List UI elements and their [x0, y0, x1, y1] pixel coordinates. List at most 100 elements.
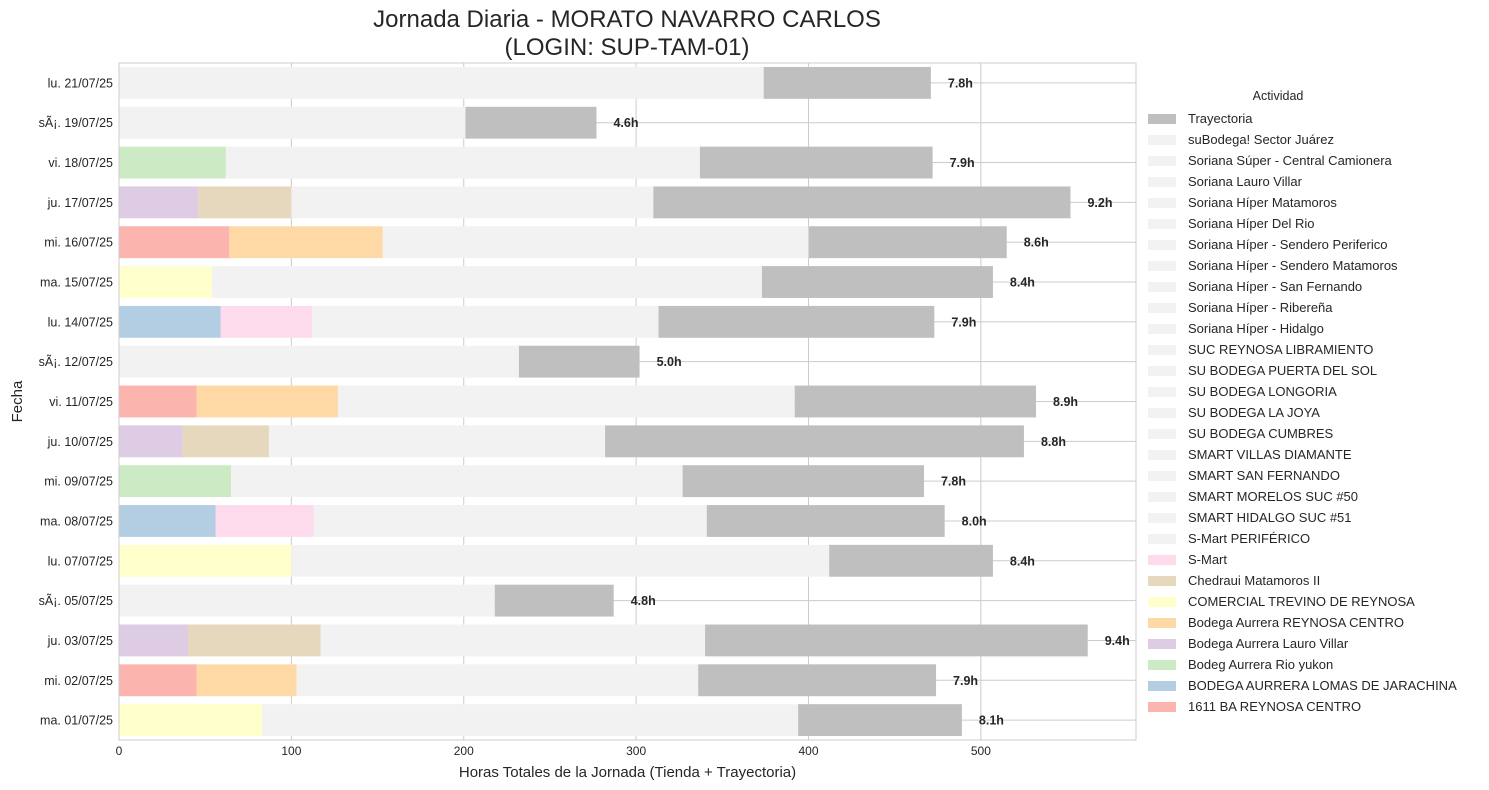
x-tick-label: 500 [971, 744, 991, 758]
bar-segment [829, 544, 993, 577]
x-tick-label: 100 [281, 744, 301, 758]
legend-item: Chedraui Matamoros II [1143, 570, 1483, 591]
bar-segment [215, 505, 314, 537]
bar-segment [494, 584, 614, 617]
legend-swatch [1148, 197, 1176, 208]
legend-label: SU BODEGA LONGORIA [1188, 384, 1337, 399]
chart-title-line1: Jornada Diaria - MORATO NAVARRO CARLOS [373, 6, 881, 33]
legend-swatch [1148, 617, 1176, 628]
bar-segment [119, 385, 197, 418]
bar-segment [182, 425, 269, 458]
legend-label: Soriana Híper - San Fernando [1188, 279, 1363, 294]
bar-segment [119, 186, 199, 219]
bar-segment [119, 584, 495, 617]
y-tick-label: sÃ¡. 19/07/25 [39, 116, 113, 130]
bar-segment [313, 505, 707, 537]
bar-value-label: 4.8h [631, 594, 656, 608]
legend-item: Bodega Aurrera Lauro Villar [1143, 633, 1483, 654]
plot-frame [118, 62, 1137, 741]
legend-item: SU BODEGA LA JOYA [1143, 402, 1483, 423]
bar-segment [465, 106, 597, 139]
bar-segment [262, 704, 799, 737]
bar-segment [212, 266, 762, 298]
legend-swatch [1148, 659, 1176, 670]
legend-swatch [1148, 554, 1176, 565]
legend-item: Soriana Híper - Sendero Matamoros [1143, 255, 1483, 276]
legend-label: COMERCIAL TREVINO DE REYNOSA [1188, 594, 1415, 609]
bar-segment [119, 624, 188, 657]
bar-value-label: 8.4h [1010, 276, 1035, 290]
x-tick-labels: 0 100 200 300 400 500 [116, 744, 992, 758]
legend-label: SU BODEGA PUERTA DEL SOL [1188, 363, 1378, 378]
legend-item: SU BODEGA LONGORIA [1143, 381, 1483, 402]
legend-item: Soriana Híper - Hidalgo [1143, 318, 1483, 339]
bar-segment [698, 664, 937, 697]
bar-segment [605, 425, 1024, 458]
legend-label: Chedraui Matamoros II [1188, 573, 1321, 588]
bar-value-label: 4.6h [613, 116, 638, 130]
bar-segment [119, 345, 519, 378]
bar-value-label: 8.4h [1010, 554, 1035, 568]
legend-label: Bodega Aurrera Lauro Villar [1188, 636, 1349, 651]
bar-segment [119, 544, 292, 577]
bar-value-label: 7.9h [951, 315, 976, 329]
legend-swatch [1148, 638, 1176, 649]
legend-label: SUC REYNOSA LIBRAMIENTO [1188, 342, 1374, 357]
bars [119, 66, 1088, 737]
legend-swatch [1148, 680, 1176, 691]
legend-item: SUC REYNOSA LIBRAMIENTO [1143, 339, 1483, 360]
x-axis-label: Horas Totales de la Jornada (Tienda + Tr… [459, 764, 796, 781]
legend-swatch [1148, 428, 1176, 439]
bar-segment [196, 385, 338, 418]
legend-label: Bodega Aurrera REYNOSA CENTRO [1188, 615, 1405, 630]
legend-item: SMART HIDALGO SUC #51 [1143, 507, 1483, 528]
legend-label: Soriana Híper Del Rio [1188, 216, 1315, 231]
legend-swatch [1148, 134, 1176, 145]
legend-swatch [1148, 533, 1176, 544]
legend-label: S-Mart PERIFÉRICO [1188, 531, 1311, 546]
y-tick-label: sÃ¡. 05/07/25 [39, 594, 113, 608]
bar-segment [320, 624, 706, 657]
bar-segment [291, 544, 830, 577]
bar-value-label: 7.9h [950, 156, 975, 170]
bar-segment [682, 465, 924, 498]
bar-value-label: 9.2h [1087, 196, 1112, 210]
legend-label: Soriana Súper - Central Camionera [1188, 153, 1392, 168]
bar-segment [119, 266, 213, 298]
legend-swatch [1148, 449, 1176, 460]
legend-swatch [1148, 239, 1176, 250]
legend-label: Soriana Híper - Hidalgo [1188, 321, 1324, 336]
chart-title: Jornada Diaria - MORATO NAVARRO CARLOS (… [0, 6, 1254, 62]
legend-swatch [1148, 491, 1176, 502]
x-tick-label: 200 [454, 744, 474, 758]
y-tick-label: lu. 07/07/25 [48, 554, 113, 568]
legend-label: SMART SAN FERNANDO [1188, 468, 1340, 483]
bar-segment [296, 664, 699, 697]
legend-label: SMART MORELOS SUC #50 [1188, 489, 1359, 504]
legend-item: suBodega! Sector Juárez [1143, 129, 1483, 150]
bar-value-label: 7.8h [948, 76, 973, 90]
legend-label: BODEGA AURRERA LOMAS DE JARACHINA [1188, 678, 1457, 693]
legend-label: Soriana Híper - Sendero Matamoros [1188, 258, 1398, 273]
legend-item: SU BODEGA PUERTA DEL SOL [1143, 360, 1483, 381]
legend-swatch [1148, 260, 1176, 271]
legend-label: SMART VILLAS DIAMANTE [1188, 447, 1352, 462]
legend-item: BODEGA AURRERA LOMAS DE JARACHINA [1143, 675, 1483, 696]
legend-swatch [1148, 596, 1176, 607]
y-tick-label: vi. 18/07/25 [48, 156, 113, 170]
legend-swatch [1148, 323, 1176, 334]
legend-swatch [1148, 155, 1176, 166]
legend-label: suBodega! Sector Juárez [1188, 132, 1334, 147]
bar-value-label: 8.6h [1024, 236, 1049, 250]
y-tick-label: ju. 10/07/25 [47, 435, 113, 449]
bar-segment [705, 624, 1088, 657]
bar-value-label: 9.4h [1105, 634, 1130, 648]
bar-value-label: 8.9h [1053, 395, 1078, 409]
bar-segment [518, 345, 640, 378]
bar-segment [119, 226, 230, 259]
y-tick-label: ma. 01/07/25 [40, 714, 113, 728]
bar-segment [798, 704, 962, 737]
legend-item: 1611 BA REYNOSA CENTRO [1143, 696, 1483, 717]
legend-swatch [1148, 701, 1176, 712]
bar-value-label: 8.1h [979, 714, 1004, 728]
